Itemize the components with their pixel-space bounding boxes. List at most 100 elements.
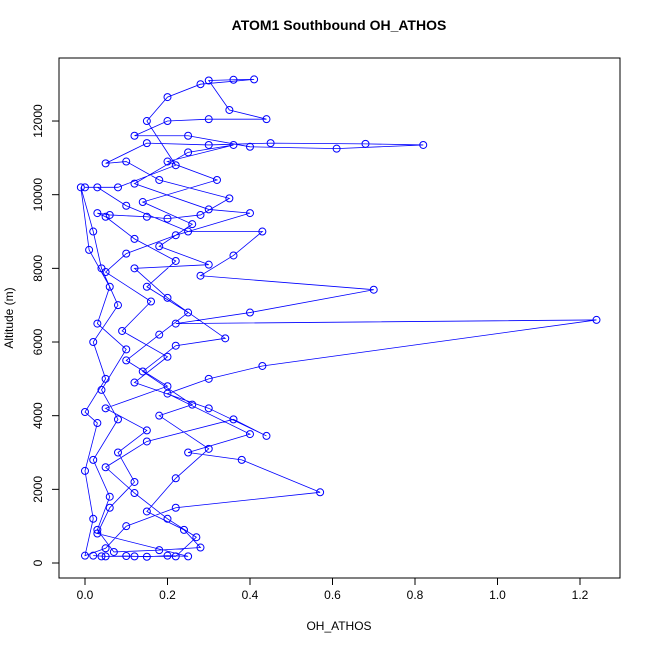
data-point [163, 293, 172, 302]
data-point [89, 455, 98, 464]
data-point [184, 448, 193, 457]
y-tick-label: 6000 [31, 328, 45, 355]
data-point [184, 131, 193, 140]
data-point [101, 463, 110, 472]
data-point [93, 319, 102, 328]
data-point [93, 525, 102, 534]
data-point [163, 389, 172, 398]
data-point [204, 205, 213, 214]
data-point [592, 315, 601, 324]
data-point [155, 546, 164, 555]
data-point [113, 448, 122, 457]
data-point [142, 437, 151, 446]
data-point [204, 444, 213, 453]
data-point [101, 374, 110, 383]
data-point [316, 488, 325, 497]
data-point [101, 404, 110, 413]
data-point [101, 552, 110, 561]
data-point [262, 431, 271, 440]
data-point [196, 210, 205, 219]
data-point [122, 157, 131, 166]
data-point [184, 308, 193, 317]
data-point [171, 256, 180, 265]
data-point [188, 220, 197, 229]
data-point [130, 131, 139, 140]
x-tick-label: 1.0 [489, 588, 506, 602]
data-point [122, 345, 131, 354]
data-point [85, 245, 94, 254]
data-point [196, 543, 205, 552]
data-point [245, 308, 254, 317]
data-point [361, 139, 370, 148]
x-tick-label: 1.2 [572, 588, 589, 602]
data-point [142, 552, 151, 561]
data-point [101, 268, 110, 277]
y-axis-label: Altitude (m) [2, 287, 16, 348]
data-point [138, 198, 147, 207]
data-point [142, 426, 151, 435]
data-point [142, 212, 151, 221]
data-point [204, 374, 213, 383]
x-axis-label: OH_ATHOS [306, 619, 371, 633]
data-point [101, 544, 110, 553]
data-point [237, 455, 246, 464]
data-point [204, 260, 213, 269]
x-tick-label: 0.2 [159, 588, 176, 602]
data-point [89, 551, 98, 560]
data-point [163, 117, 172, 126]
data-point [245, 142, 254, 151]
y-tick-label: 10000 [31, 178, 45, 212]
data-point [258, 227, 267, 236]
data-point [80, 466, 89, 475]
data-point [171, 474, 180, 483]
chart-title: ATOM1 Southbound OH_ATHOS [232, 17, 447, 33]
y-tick-label: 12000 [31, 104, 45, 138]
data-point [93, 183, 102, 192]
data-point [130, 489, 139, 498]
data-point [225, 105, 234, 114]
data-point [163, 157, 172, 166]
data-point [204, 115, 213, 124]
data-point [229, 140, 238, 149]
data-point [113, 415, 122, 424]
data-point [419, 140, 428, 149]
data-point [80, 183, 89, 192]
data-point [113, 183, 122, 192]
data-point [97, 385, 106, 394]
y-tick-label: 2000 [31, 476, 45, 503]
data-point [163, 551, 172, 560]
data-point [171, 503, 180, 512]
data-point [93, 529, 102, 538]
data-point [142, 282, 151, 291]
data-point [130, 477, 139, 486]
x-tick-label: 0.4 [242, 588, 259, 602]
data-point [155, 175, 164, 184]
data-point [258, 361, 267, 370]
data-point [105, 210, 114, 219]
data-point [204, 404, 213, 413]
data-point [171, 161, 180, 170]
data-point [155, 242, 164, 251]
data-point [89, 227, 98, 236]
data-point [184, 552, 193, 561]
data-point [109, 547, 118, 556]
data-point [179, 525, 188, 534]
data-point [221, 334, 230, 343]
data-point [142, 139, 151, 148]
data-point [155, 411, 164, 420]
data-point [163, 93, 172, 102]
data-point [171, 552, 180, 561]
x-tick-label: 0.6 [324, 588, 341, 602]
data-point [130, 264, 139, 273]
data-point [138, 367, 147, 376]
data-point [122, 552, 131, 561]
data-point [93, 419, 102, 428]
data-point [163, 214, 172, 223]
data-point [80, 551, 89, 560]
data-point [171, 231, 180, 240]
data-point [89, 338, 98, 347]
data-point [155, 330, 164, 339]
y-tick-label: 4000 [31, 402, 45, 429]
data-point [229, 415, 238, 424]
data-point [105, 282, 114, 291]
